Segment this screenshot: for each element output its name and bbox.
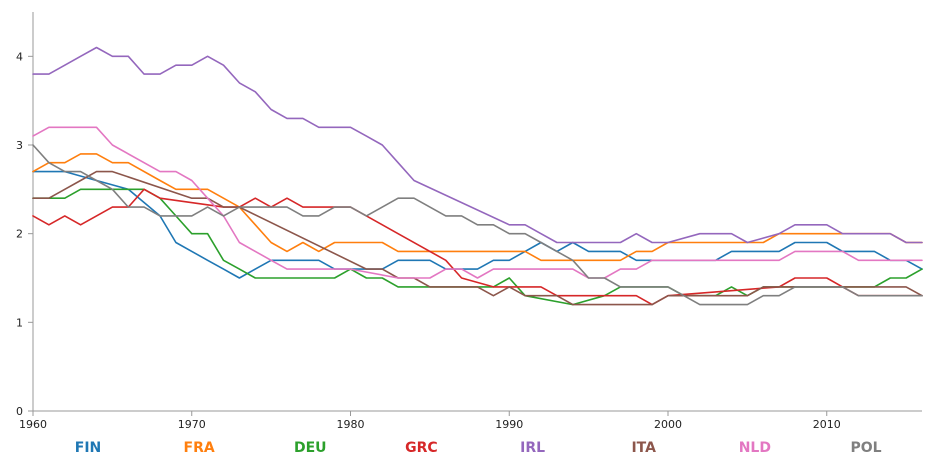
y-tick-label: 1 [16,316,23,329]
legend-item-grc: GRC [405,440,438,456]
legend-item-ita: ITA [631,440,656,456]
x-tick-label: 2010 [813,418,841,431]
series-line-ita [32,170,923,306]
series-line-nld [32,126,923,279]
y-tick-label: 3 [16,139,23,152]
y-tick-label: 0 [16,405,23,418]
series-line-fra [32,153,923,262]
series-line-irl [32,46,923,244]
y-tick-label: 2 [16,228,23,241]
y-tick-label: 4 [16,50,23,63]
axes [32,12,922,412]
series-line-pol [32,144,923,306]
legend-item-fra: FRA [184,440,215,456]
legend-item-pol: POL [850,440,881,456]
legend-item-fin: FIN [75,440,102,456]
legend-item-deu: DEU [294,440,327,456]
y-axis-ticks: 0 1 2 3 4 [16,50,33,418]
legend-item-irl: IRL [520,440,545,456]
legend-item-nld: NLD [739,440,771,456]
x-tick-label: 1970 [178,418,206,431]
series-line-fin [32,170,923,279]
series-line-grc [32,188,923,306]
x-axis-ticks: 1960 1970 1980 1990 2000 2010 [19,411,841,431]
series-lines [32,46,923,306]
legend: FIN FRA DEU GRC IRL ITA NLD POL [75,440,882,456]
x-tick-label: 1980 [337,418,365,431]
x-tick-label: 1990 [495,418,523,431]
x-tick-label: 1960 [19,418,47,431]
x-tick-label: 2000 [654,418,682,431]
